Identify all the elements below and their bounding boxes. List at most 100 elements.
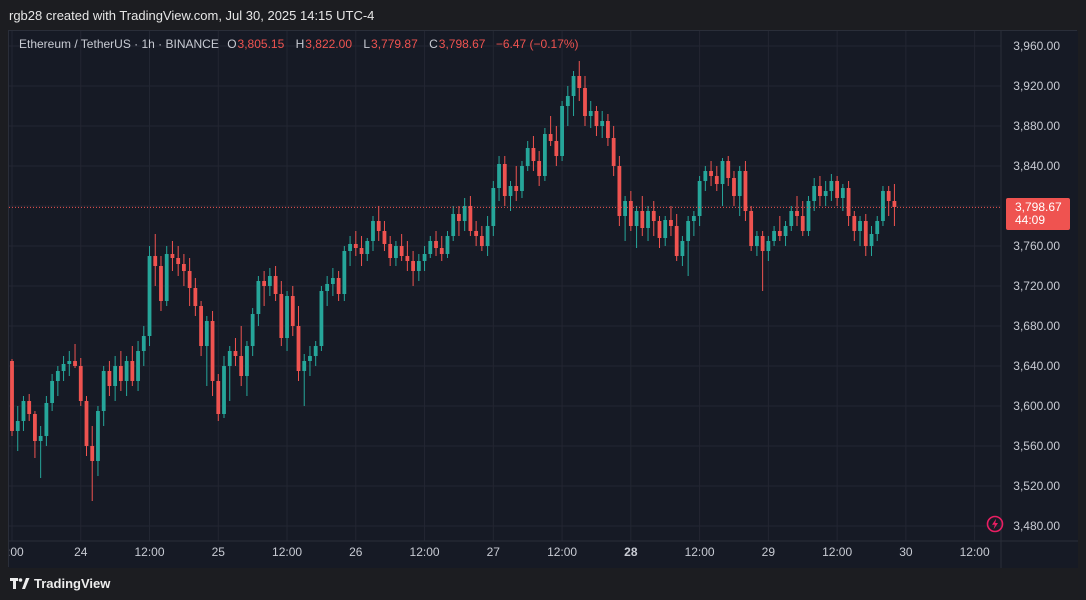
- chart-panel[interactable]: 3,960.003,920.003,880.003,840.003,800.00…: [8, 30, 1078, 568]
- candle-body: [164, 254, 169, 301]
- x-tick-label: 12:00: [547, 545, 577, 559]
- brand[interactable]: TradingView: [10, 576, 110, 591]
- candle-body: [623, 201, 628, 216]
- lightning-bolt-icon[interactable]: [986, 515, 1004, 533]
- candle-body: [869, 234, 874, 246]
- candle-body: [376, 221, 381, 231]
- candle-body: [800, 216, 805, 231]
- open-label: O: [227, 37, 237, 51]
- candle-body: [210, 321, 215, 381]
- candle-body: [308, 356, 312, 361]
- candle-body: [858, 221, 862, 231]
- candle-body: [611, 138, 616, 166]
- candle-body: [657, 221, 662, 238]
- candle-body: [783, 226, 788, 236]
- candle-body: [634, 211, 639, 226]
- candle-body: [113, 366, 118, 386]
- candle-body: [141, 336, 146, 351]
- candle-body: [691, 216, 696, 221]
- symbol-title: Ethereum / TetherUS · 1h · BINANCE: [19, 37, 219, 51]
- candle-body: [554, 141, 559, 156]
- candle-body: [680, 241, 685, 256]
- candle-body: [285, 296, 289, 338]
- candle-body: [525, 148, 530, 166]
- candle-body: [182, 264, 186, 271]
- x-tick-label: 12:00: [410, 545, 440, 559]
- candle-body: [560, 106, 564, 156]
- x-tick-label: 12:00: [960, 545, 990, 559]
- candle-body: [245, 346, 249, 376]
- candle-body: [571, 76, 576, 96]
- candle-body: [468, 206, 473, 231]
- candle-body: [21, 401, 26, 421]
- candle-body: [227, 351, 232, 366]
- ohlc-legend: Ethereum / TetherUS · 1h · BINANCE O3,80…: [19, 37, 585, 51]
- candle-body: [479, 236, 484, 246]
- candle-body: [451, 214, 456, 236]
- open-value: 3,805.15: [237, 37, 285, 51]
- candle-body: [875, 221, 880, 234]
- candle-body: [852, 216, 857, 231]
- candle-body: [336, 278, 341, 294]
- y-tick-label: 3,840.00: [1013, 159, 1060, 173]
- candle-body: [118, 366, 123, 381]
- candle-body: [84, 401, 89, 446]
- candle-body: [583, 88, 587, 116]
- candle-body: [646, 211, 650, 228]
- candle-body: [10, 361, 14, 431]
- candle-body: [67, 361, 72, 364]
- candle-body: [279, 294, 284, 338]
- candle-body: [130, 361, 135, 381]
- candle-body: [537, 161, 542, 176]
- y-tick-label: 3,920.00: [1013, 79, 1060, 93]
- candle-body: [617, 166, 622, 216]
- candle-body: [760, 236, 765, 251]
- candlestick-chart[interactable]: 3,960.003,920.003,880.003,840.003,800.00…: [9, 31, 1078, 568]
- candle-body: [159, 266, 163, 301]
- low-value: 3,779.87: [371, 37, 418, 51]
- x-tick-label: 12:00: [822, 545, 852, 559]
- candle-body: [886, 191, 891, 201]
- candle-body: [44, 403, 49, 436]
- candle-body: [15, 421, 20, 431]
- y-tick-label: 3,480.00: [1013, 519, 1060, 533]
- candle-body: [766, 241, 771, 251]
- candle-body: [542, 134, 547, 176]
- candle-body: [313, 346, 318, 356]
- candle-body: [789, 211, 794, 226]
- candle-body: [732, 178, 736, 196]
- candle-body: [50, 381, 55, 403]
- candle-body: [818, 186, 822, 196]
- candle-body: [795, 211, 799, 216]
- candle-body: [663, 220, 668, 238]
- candle-body: [829, 181, 834, 191]
- y-tick-label: 3,560.00: [1013, 439, 1060, 453]
- candle-body: [222, 366, 226, 414]
- candle-body: [474, 231, 479, 236]
- candle-body: [497, 164, 501, 188]
- candle-body: [548, 134, 553, 141]
- y-tick-label: 3,880.00: [1013, 119, 1060, 133]
- x-tick-label: 28: [624, 545, 638, 559]
- high-label: H: [295, 37, 305, 51]
- candle-body: [491, 188, 496, 226]
- candle-body: [33, 414, 37, 441]
- candle-body: [462, 206, 467, 221]
- low-label: L: [363, 37, 371, 51]
- y-tick-label: 3,680.00: [1013, 319, 1060, 333]
- candle-body: [439, 248, 444, 254]
- x-tick-label: 29: [762, 545, 776, 559]
- candle-body: [881, 191, 885, 221]
- candle-body: [325, 284, 330, 291]
- candle-body: [674, 226, 679, 256]
- candle-body: [78, 366, 83, 401]
- candle-body: [399, 246, 404, 256]
- candle-body: [577, 76, 582, 88]
- brand-name: TradingView: [34, 576, 111, 591]
- candle-body: [290, 296, 295, 326]
- candle-body: [38, 436, 43, 441]
- y-tick-label: 3,960.00: [1013, 39, 1060, 53]
- candle-body: [726, 161, 731, 178]
- candle-body: [709, 171, 713, 176]
- credit-bar: rgb28 created with TradingView.com, Jul …: [0, 0, 1086, 30]
